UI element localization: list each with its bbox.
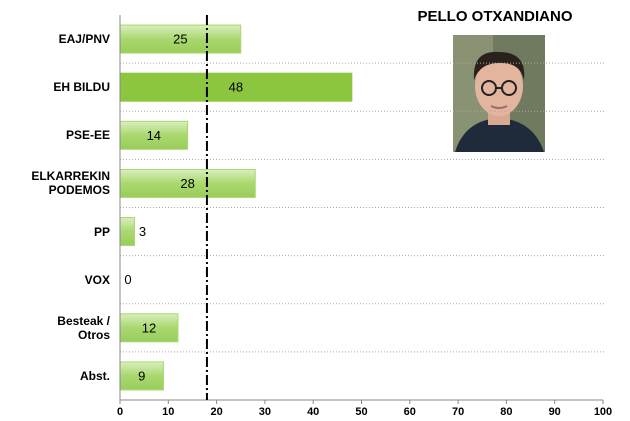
category-label: Abst. <box>0 369 110 383</box>
category-label: Besteak / Otros <box>0 314 110 342</box>
value-label: 14 <box>147 128 161 143</box>
chart: PELLO OTXANDIANO 01020304050607080901002… <box>0 0 630 421</box>
chart-title: PELLO OTXANDIANO <box>417 8 572 25</box>
x-tick-label: 20 <box>210 406 222 418</box>
category-label: VOX <box>0 273 110 287</box>
value-label: 25 <box>173 32 187 47</box>
value-label: 48 <box>229 80 243 95</box>
x-tick-label: 50 <box>355 406 367 418</box>
page: PELLO OTXANDIANO 01020304050607080901002… <box>0 0 630 421</box>
x-tick-label: 80 <box>500 406 512 418</box>
x-tick-label: 40 <box>307 406 319 418</box>
x-tick-label: 10 <box>162 406 174 418</box>
value-label: 9 <box>138 368 145 383</box>
category-label: PSE-EE <box>0 128 110 142</box>
category-label: ELKARREKIN PODEMOS <box>0 169 110 197</box>
portrait <box>453 35 545 152</box>
x-tick-label: 30 <box>259 406 271 418</box>
value-label: 12 <box>142 320 156 335</box>
value-label: 3 <box>139 224 146 239</box>
bar <box>120 218 134 246</box>
x-tick-label: 100 <box>594 406 612 418</box>
category-label: EAJ/PNV <box>0 32 110 46</box>
value-label: 0 <box>124 272 131 287</box>
x-tick-label: 70 <box>452 406 464 418</box>
category-label: EH BILDU <box>0 80 110 94</box>
x-tick-label: 60 <box>404 406 416 418</box>
x-tick-label: 0 <box>117 406 123 418</box>
category-label: PP <box>0 225 110 239</box>
x-tick-label: 90 <box>549 406 561 418</box>
value-label: 28 <box>180 176 194 191</box>
